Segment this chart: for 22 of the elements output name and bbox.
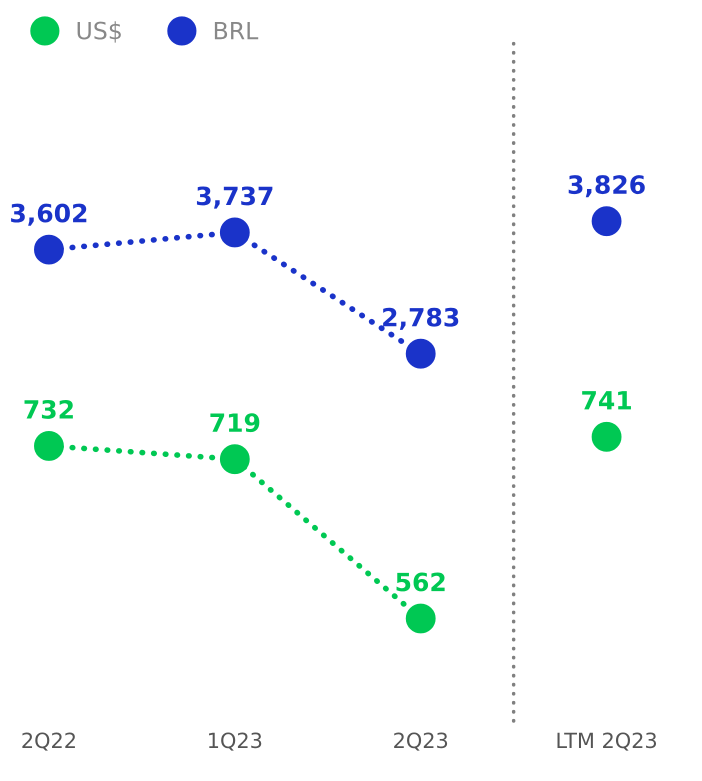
point — [592, 422, 622, 452]
legend-label: US$ — [78, 21, 121, 43]
point — [406, 338, 436, 369]
data-label: 3,602 — [11, 204, 86, 226]
point — [220, 444, 250, 474]
x-tick-label: 2Q22 — [22, 732, 75, 751]
point — [592, 206, 622, 236]
legend-label: BRL — [214, 22, 258, 40]
data-label: 3,826 — [568, 175, 645, 198]
data-label: 741 — [582, 391, 631, 410]
data-label: 719 — [210, 413, 260, 432]
point — [220, 218, 250, 248]
x-tick-label: LTM 2Q23 — [558, 732, 656, 751]
point — [34, 234, 64, 265]
data-label: 562 — [396, 572, 445, 592]
point — [34, 431, 64, 461]
point — [406, 604, 436, 634]
data-label: 3,737 — [196, 186, 272, 209]
x-tick-label: 2Q23 — [394, 732, 448, 751]
data-label: 732 — [24, 400, 73, 419]
x-tick-label: 1Q23 — [209, 732, 262, 751]
data-label: 2,783 — [383, 308, 458, 330]
